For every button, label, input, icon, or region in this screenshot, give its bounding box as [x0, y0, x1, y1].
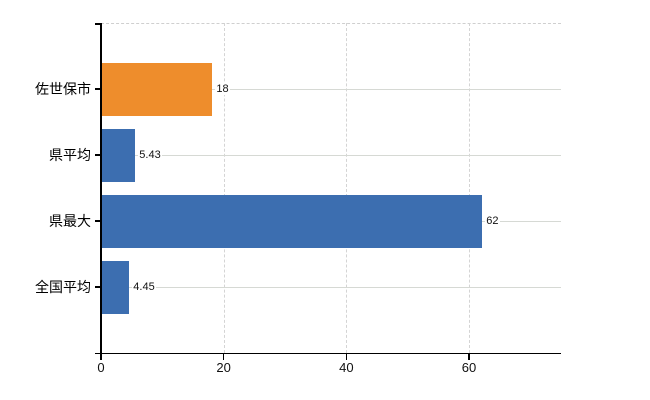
x-axis-tick: [222, 353, 225, 360]
y-axis-line: [100, 23, 102, 353]
top-gridline: [101, 23, 561, 24]
x-axis-tick: [100, 353, 102, 360]
x-axis-line: [95, 352, 561, 354]
bar: [102, 62, 213, 116]
x-axis-tick-label: 40: [339, 360, 354, 375]
y-axis-tick: [95, 154, 101, 156]
y-axis-tick: [95, 220, 101, 222]
category-gridline: [101, 286, 561, 288]
vertical-gridline: [223, 23, 225, 353]
x-axis-tick-label: 60: [461, 360, 477, 375]
bar-value-label: 18: [215, 82, 230, 96]
category-gridline: [101, 154, 561, 156]
vertical-gridline: [346, 23, 348, 353]
y-axis-label: 佐世保市: [35, 81, 91, 97]
y-axis-label: 全国平均: [35, 279, 91, 295]
x-axis-tick-label: 0: [97, 360, 105, 375]
bar: [102, 128, 136, 182]
y-axis-label: 県平均: [49, 147, 91, 163]
plot-area: 18 佐世保市 5.43 県平均 62 県最大 4.45 全国平均: [35, 23, 561, 375]
y-axis-label: 県最大: [49, 213, 91, 229]
bar: [102, 194, 483, 248]
bar-value-label: 62: [485, 214, 500, 228]
x-axis-tick: [468, 353, 470, 360]
vertical-gridline: [469, 23, 470, 353]
y-axis-tick: [95, 286, 101, 288]
x-axis-tick-label: 20: [216, 360, 231, 375]
category-gridline: [101, 88, 561, 90]
bar-value-label: 5.43: [138, 148, 162, 162]
x-axis-tick: [345, 353, 348, 360]
bar-value-label: 4.45: [132, 280, 156, 294]
y-axis-top-tick: [95, 23, 101, 25]
bar: [102, 260, 130, 314]
y-axis-tick: [95, 88, 101, 90]
